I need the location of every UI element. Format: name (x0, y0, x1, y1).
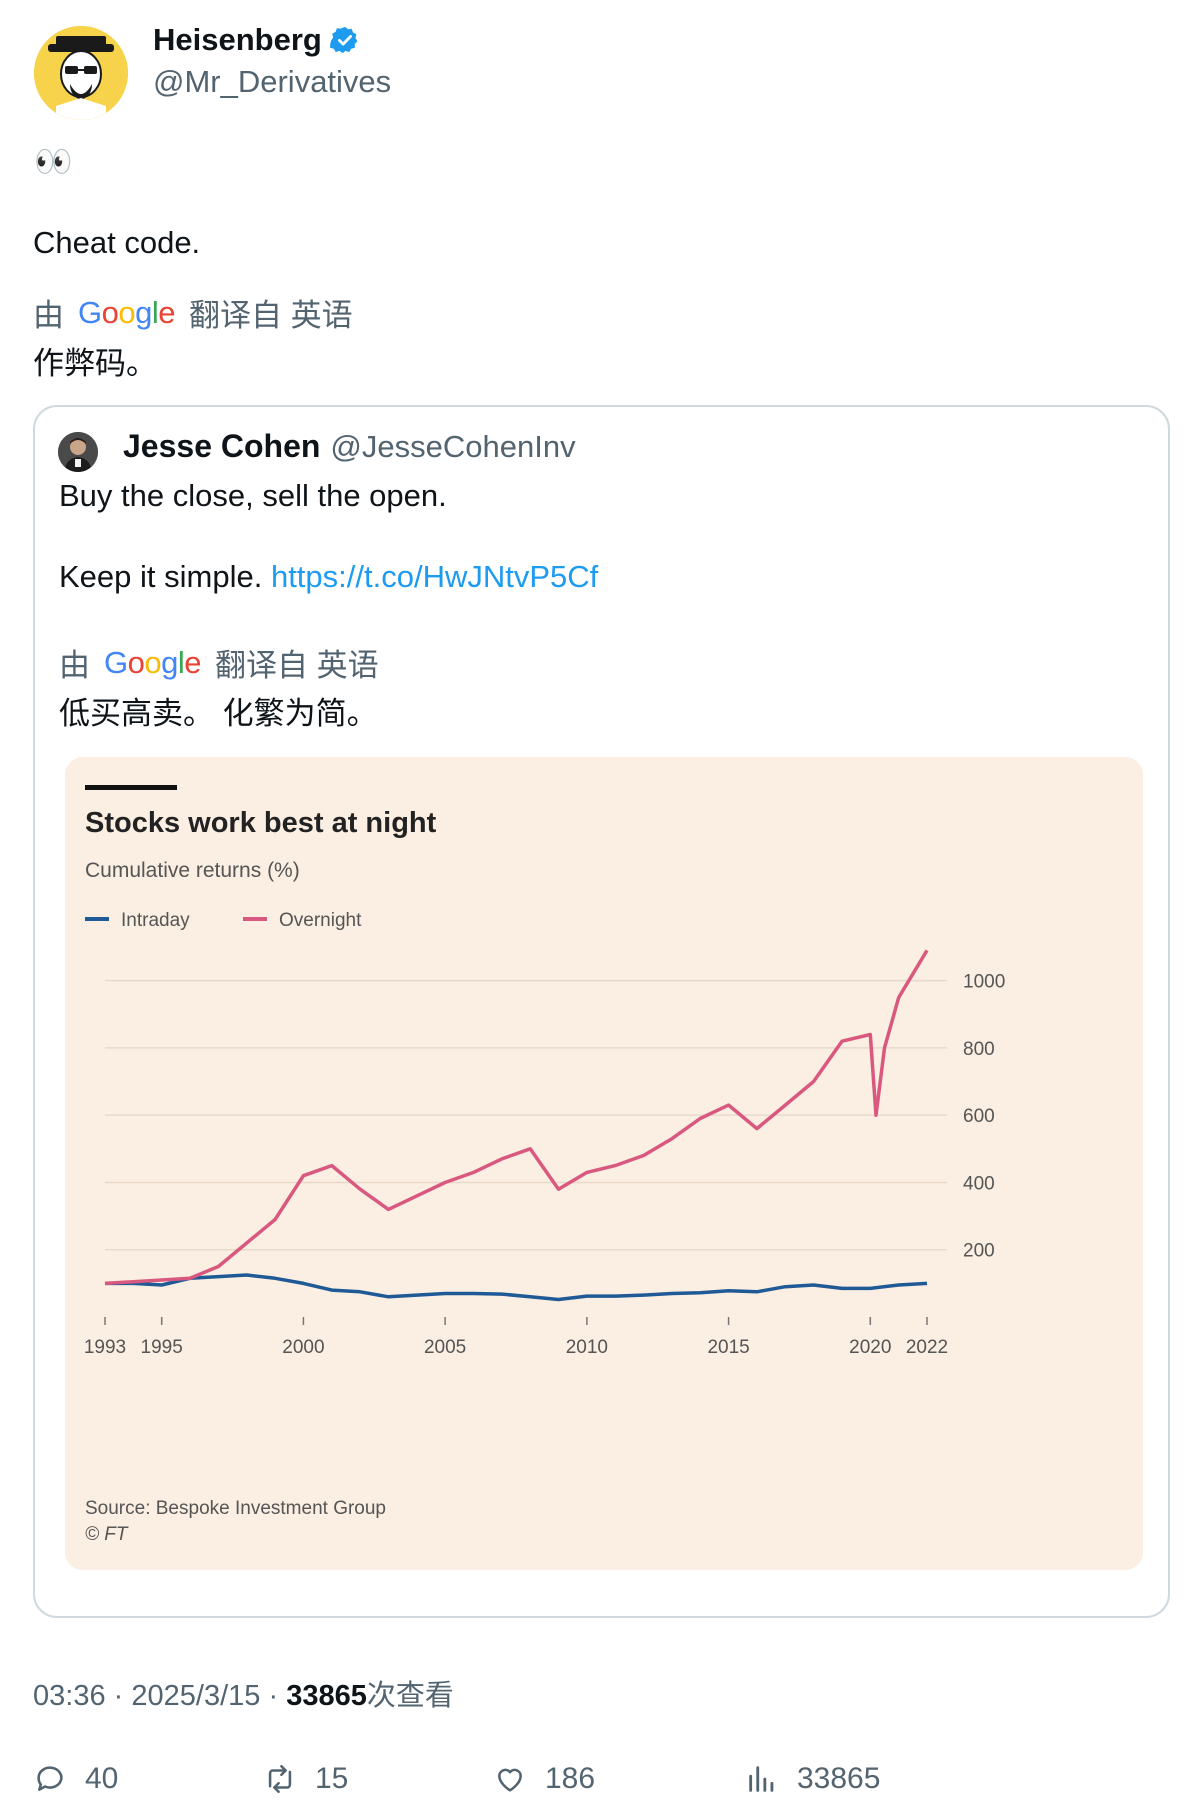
chart-title: Stocks work best at night (85, 807, 437, 839)
chart-credit: © FT (85, 1524, 129, 1545)
quote-text-line1: Buy the close, sell the open. (59, 478, 447, 513)
quoted-tweet-card[interactable] (33, 405, 1170, 1618)
author-name-text[interactable]: Heisenberg (153, 22, 322, 57)
like-count: 186 (545, 1762, 596, 1795)
legend-label-intraday: Intraday (121, 910, 190, 931)
quote-text-line2-text: Keep it simple. (59, 559, 263, 594)
verified-badge-icon (329, 26, 358, 54)
x-tick-label: 2022 (906, 1337, 948, 1358)
meta-separator-2: · (268, 1680, 279, 1712)
x-tick-label: 1993 (84, 1337, 126, 1358)
legend-swatch-overnight (243, 917, 267, 921)
translation-attribution[interactable]: 由 Google 翻译自 英语 (33, 290, 353, 335)
legend-label-overnight: Overnight (279, 910, 362, 931)
chart-title-bar (85, 785, 177, 790)
view-count-label: 次查看 (366, 1680, 454, 1712)
y-tick-label: 600 (963, 1106, 995, 1127)
x-tick-label: 1995 (141, 1337, 183, 1358)
series-line-overnight (104, 949, 929, 1286)
quote-google-logo: Google (104, 644, 202, 680)
views-button[interactable]: 33865 (745, 1762, 880, 1796)
legend-swatch-intraday (85, 917, 109, 921)
x-tick-label: 2010 (566, 1337, 608, 1358)
author-name[interactable]: Heisenberg (153, 22, 360, 58)
x-tick-label: 2005 (424, 1337, 466, 1358)
y-tick-label: 200 (963, 1241, 995, 1262)
quote-author[interactable]: Jesse Cohen @JesseCohenInv (123, 428, 576, 465)
quote-link[interactable]: https://t.co/HwJNtvP5Cf (270, 559, 599, 594)
x-axis-ticks: 1993 1995 2000 2005 2010 2015 2020 2022 (84, 1317, 948, 1358)
quote-author-name[interactable]: Jesse Cohen (123, 428, 321, 464)
series-line-intraday (105, 1273, 928, 1302)
line-chart: Stocks work best at night Cumulative ret… (65, 757, 1143, 1570)
chart-source: Source: Bespoke Investment Group (85, 1498, 386, 1519)
retweet-count: 15 (315, 1762, 349, 1795)
quote-text-line2: Keep it simple. https://t.co/HwJNtvP5Cf (59, 559, 598, 595)
quote-author-handle[interactable]: @JesseCohenInv (330, 429, 576, 464)
quote-translate-prefix: 由 (59, 648, 90, 683)
tweet-text: Cheat code. (33, 225, 201, 260)
chart-series (104, 949, 929, 1302)
chart-subtitle: Cumulative returns (%) (85, 859, 300, 882)
chart-grid (105, 979, 947, 1251)
author-avatar[interactable] (34, 26, 128, 120)
view-count: 33865 (286, 1680, 367, 1712)
y-tick-label: 400 (963, 1173, 995, 1194)
eyes-emoji: 👀 (34, 144, 73, 179)
quote-translated-text: 低买高卖。 化繁为简。 (59, 696, 378, 731)
views-count: 33865 (797, 1762, 881, 1795)
google-logo: Google (78, 294, 176, 330)
quote-translation-attribution[interactable]: 由 Google 翻译自 英语 (59, 640, 379, 685)
translate-suffix: 翻译自 英语 (189, 298, 353, 333)
reply-icon (37, 1766, 63, 1791)
reply-button[interactable]: 40 (33, 1762, 118, 1796)
quote-author-avatar[interactable] (58, 432, 98, 472)
translate-prefix: 由 (33, 298, 64, 333)
analytics-icon (749, 1766, 774, 1792)
y-axis-ticks: 200 400 600 800 1000 (963, 972, 1005, 1262)
translated-text: 作弊码。 (33, 346, 157, 381)
x-tick-label: 2015 (707, 1337, 749, 1358)
meta-separator: · (113, 1680, 124, 1712)
action-bar: 40 15 186 33865 (33, 1762, 1163, 1802)
retweet-button[interactable]: 15 (263, 1762, 348, 1796)
y-tick-label: 800 (963, 1039, 995, 1060)
tweet-date[interactable]: 2025/3/15 (131, 1680, 261, 1712)
chart-background (65, 757, 1143, 1570)
chart-legend: Intraday Overnight (85, 910, 362, 931)
heart-icon (498, 1768, 522, 1792)
retweet-icon (268, 1764, 292, 1794)
tweet-time[interactable]: 03:36 (33, 1680, 106, 1712)
person-avatar-icon (58, 432, 98, 472)
chart-image[interactable]: Stocks work best at night Cumulative ret… (65, 757, 1143, 1570)
x-tick-label: 2020 (849, 1337, 891, 1358)
heisenberg-avatar-icon (34, 26, 128, 120)
reply-count: 40 (85, 1762, 119, 1795)
y-tick-label: 1000 (963, 972, 1005, 993)
like-button[interactable]: 186 (493, 1762, 595, 1796)
x-tick-label: 2000 (282, 1337, 324, 1358)
quote-translate-suffix: 翻译自 英语 (215, 648, 379, 683)
author-handle[interactable]: @Mr_Derivatives (153, 64, 392, 99)
tweet-meta: 03:36 · 2025/3/15 · 33865次查看 (33, 1672, 454, 1714)
